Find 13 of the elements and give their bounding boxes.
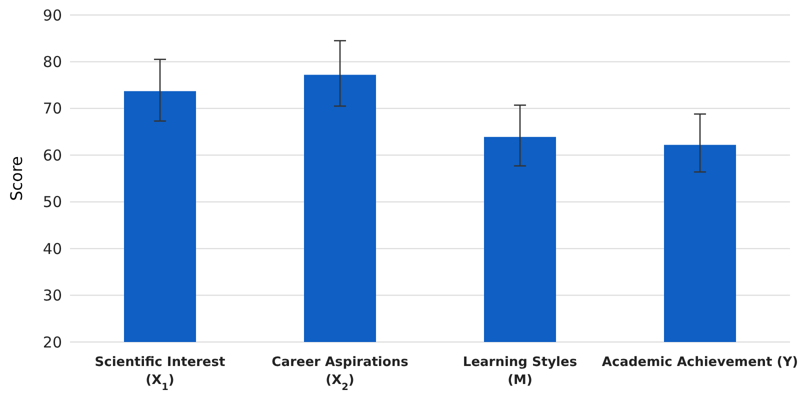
x-tick-label: Academic Achievement (Y) bbox=[602, 355, 798, 370]
x-tick-label: Career Aspirations (X$_{2}$) bbox=[272, 355, 409, 392]
y-tick-label: 60 bbox=[42, 146, 62, 164]
y-tick-label: 30 bbox=[42, 286, 62, 305]
y-tick-label: 80 bbox=[42, 52, 62, 71]
y-tick-label: 90 bbox=[42, 6, 62, 24]
y-tick-label: 70 bbox=[42, 100, 62, 118]
x-tick-label: Scientific Interest (X$_{1}$) bbox=[94, 355, 226, 392]
y-tick-label: 50 bbox=[42, 193, 62, 212]
x-tick-label: Learning Styles (M) bbox=[462, 355, 578, 388]
y-tick-label: 20 bbox=[42, 333, 62, 352]
y-axis-title: Score bbox=[7, 156, 26, 201]
y-tick-label: 40 bbox=[42, 240, 62, 258]
